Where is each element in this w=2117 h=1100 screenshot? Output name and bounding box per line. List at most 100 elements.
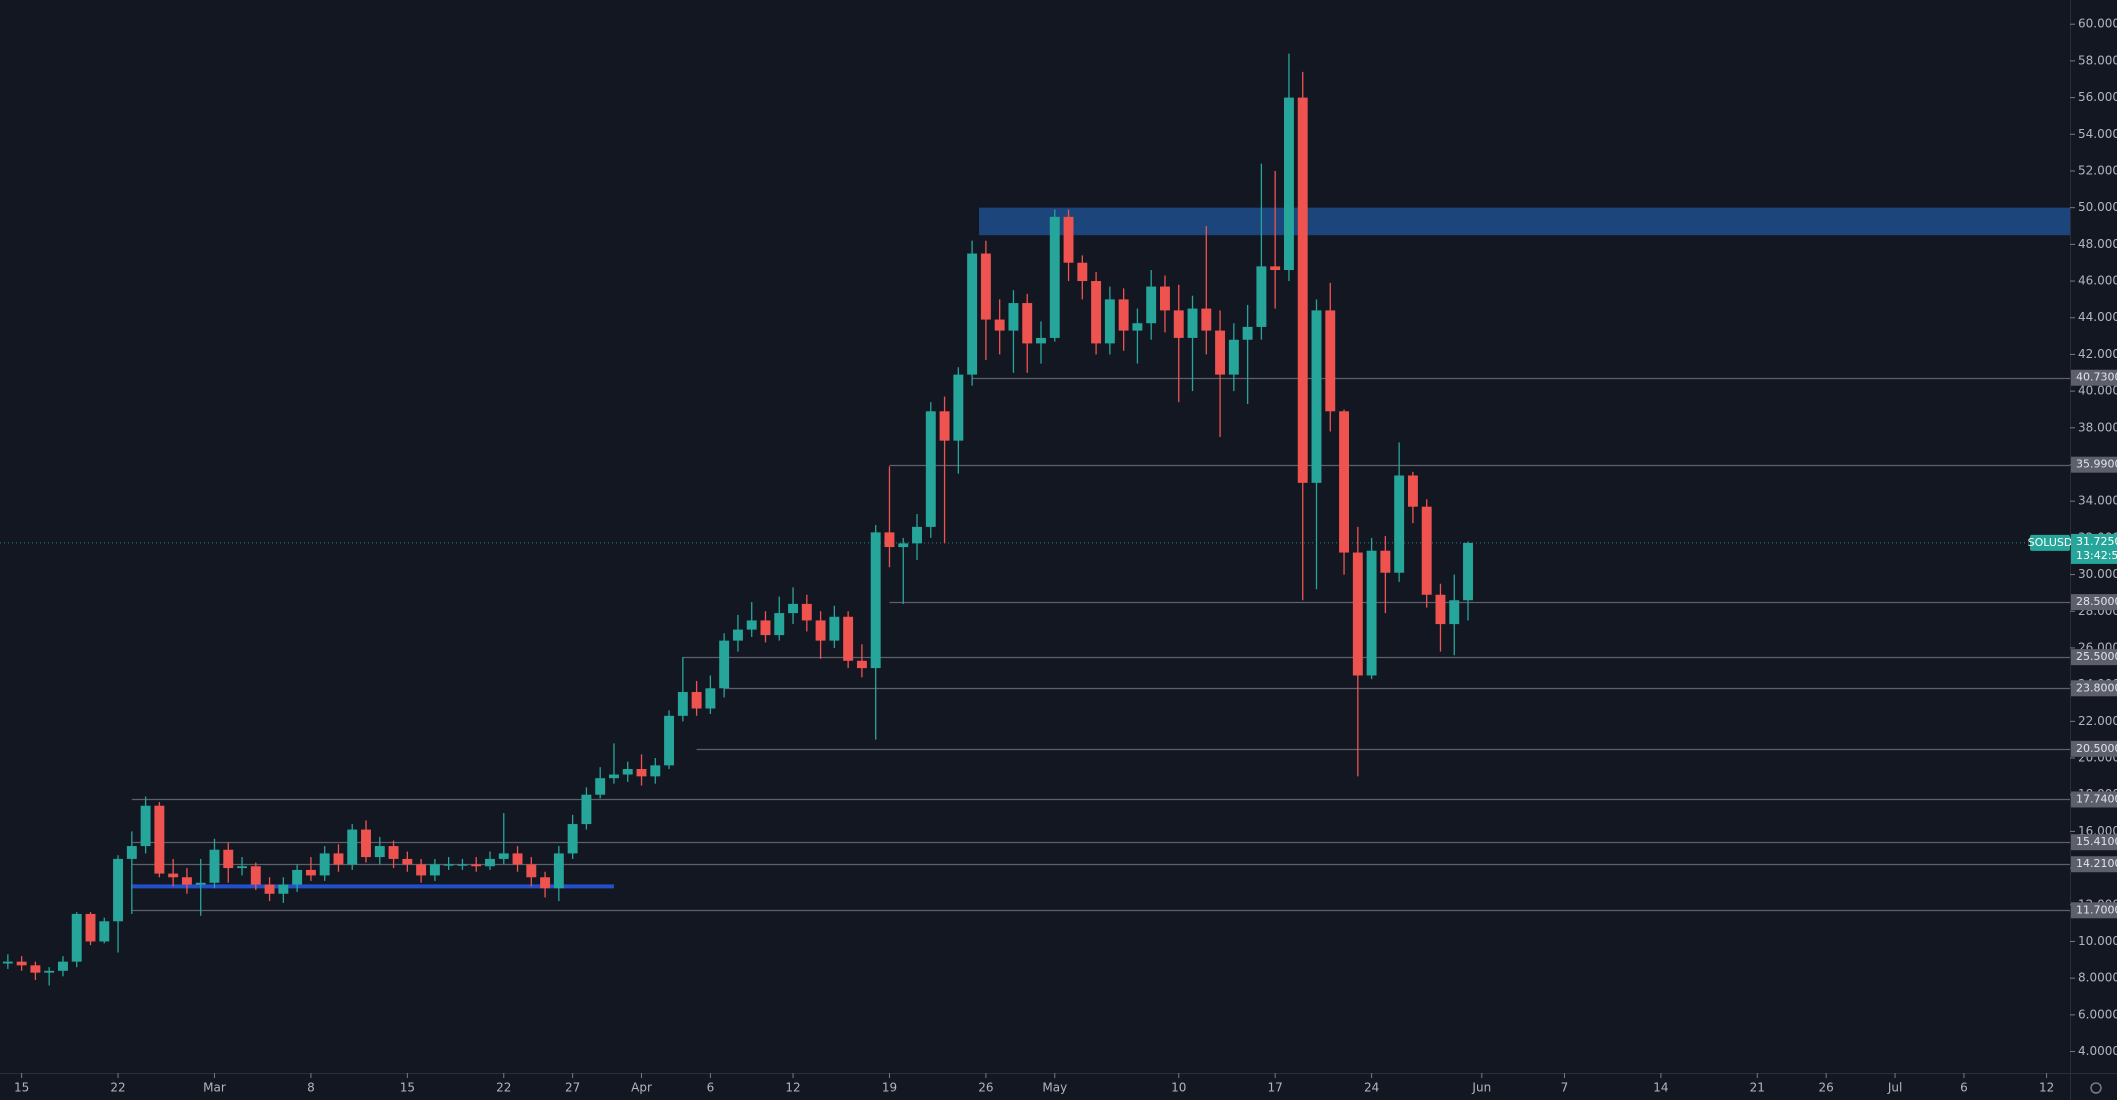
x-tick-label: 12	[2039, 1081, 2054, 1095]
x-tick-label: Jul	[1887, 1081, 1902, 1095]
candle-body	[636, 769, 647, 777]
candle-body	[457, 864, 468, 866]
candle-body	[250, 866, 261, 885]
x-tick-label: 26	[978, 1081, 993, 1095]
candle-body	[553, 853, 564, 889]
candle-body	[581, 794, 592, 825]
candle-body	[44, 970, 55, 973]
candle-body	[223, 849, 234, 869]
x-tick-label: 6	[1960, 1081, 1968, 1095]
candle-body	[967, 253, 978, 375]
candle-body	[1049, 216, 1060, 338]
candle-body	[361, 829, 371, 858]
candle-body	[1435, 594, 1446, 625]
candle-body	[953, 374, 964, 441]
y-tick-label: 42.0000	[2078, 347, 2117, 361]
candle-body	[113, 858, 124, 922]
x-tick-label: 22	[496, 1081, 511, 1095]
y-tick-label: 30.0000	[2078, 567, 2117, 581]
candle-body	[1407, 475, 1418, 507]
candle-body	[1160, 286, 1170, 311]
candle-body	[1311, 310, 1322, 483]
symbol-label-box	[2030, 534, 2070, 551]
y-tick-label: 50.0000	[2078, 200, 2117, 214]
candle-body	[622, 769, 633, 775]
candle-body	[140, 805, 151, 847]
candle-body	[1228, 339, 1239, 375]
candle-body	[209, 849, 220, 883]
candle-body	[856, 660, 867, 669]
candle-body	[1283, 97, 1294, 271]
candle-body	[829, 616, 840, 641]
y-tick-label: 58.0000	[2078, 53, 2117, 67]
candle-body	[292, 869, 303, 885]
settings-icon[interactable]	[2090, 1082, 2102, 1094]
y-tick-label: 48.0000	[2078, 237, 2117, 251]
y-tick-label: 38.0000	[2078, 420, 2117, 434]
x-tick-label: May	[1042, 1081, 1067, 1095]
candle-body	[609, 774, 619, 779]
candle-body	[416, 864, 427, 876]
candle-body	[1008, 303, 1019, 331]
x-tick-label: 24	[1364, 1081, 1379, 1095]
candle-body	[980, 253, 991, 320]
candle-body	[1449, 600, 1460, 625]
candle-body	[788, 603, 798, 614]
y-tick-label: 10.0000	[2078, 934, 2117, 948]
level-label: 35.9900	[2076, 458, 2117, 471]
candle-body	[677, 691, 688, 716]
x-tick-label: 7	[1561, 1081, 1569, 1095]
candle-body	[843, 616, 854, 661]
candle-body	[925, 411, 936, 527]
x-tick-label: 21	[1750, 1081, 1765, 1095]
level-label-box	[2071, 834, 2117, 851]
level-label: 17.7400	[2076, 792, 2117, 805]
symbol-label: SOLUSD	[2028, 536, 2073, 549]
y-tick-label: 6.0000	[2078, 1007, 2117, 1021]
candle-body	[1242, 326, 1253, 340]
x-tick-label: 19	[882, 1081, 897, 1095]
y-tick-label: 54.0000	[2078, 127, 2117, 141]
candle-body	[374, 846, 385, 858]
candle-body	[1297, 97, 1308, 483]
y-tick-label: 60.0000	[2078, 17, 2117, 31]
candle-body	[815, 620, 826, 641]
x-tick-label: 6	[707, 1081, 715, 1095]
candle-body	[278, 884, 289, 894]
candle-body	[1215, 330, 1226, 375]
candle-body	[1036, 337, 1046, 344]
y-tick-label: 34.0000	[2078, 494, 2117, 508]
level-label-box	[2071, 740, 2117, 757]
candle-body	[912, 526, 922, 544]
candle-body	[154, 805, 165, 874]
level-label-box	[2071, 456, 2117, 473]
level-label: 40.7300	[2076, 371, 2117, 384]
candle-body	[719, 640, 730, 689]
candle-body	[1270, 266, 1281, 271]
y-tick-label: 40.0000	[2078, 384, 2117, 398]
candle-body	[1421, 506, 1432, 595]
level-label: 15.4100	[2076, 835, 2117, 848]
candle-body	[1022, 303, 1033, 344]
candle-body	[526, 864, 537, 878]
candle-body	[388, 846, 399, 859]
level-label: 23.8000	[2076, 681, 2117, 694]
candle-body	[2, 961, 13, 964]
candle-body	[1118, 299, 1129, 331]
candle-body	[1366, 550, 1377, 676]
x-tick-label: Apr	[631, 1081, 652, 1095]
candle-body	[1394, 475, 1405, 573]
candle-body	[1104, 299, 1115, 344]
level-label-box	[2071, 902, 2117, 919]
level-label-box	[2071, 369, 2117, 386]
level-label: 14.2100	[2076, 857, 2117, 870]
x-tick-label: 17	[1268, 1081, 1283, 1095]
supply-zone	[979, 207, 2070, 236]
candle-body	[1091, 281, 1102, 344]
candle-body	[237, 866, 247, 869]
level-label: 20.5000	[2076, 742, 2117, 755]
x-tick-label: 14	[1653, 1081, 1668, 1095]
settings-icon-circle[interactable]	[2090, 1082, 2102, 1094]
y-tick-label: 52.0000	[2078, 163, 2117, 177]
